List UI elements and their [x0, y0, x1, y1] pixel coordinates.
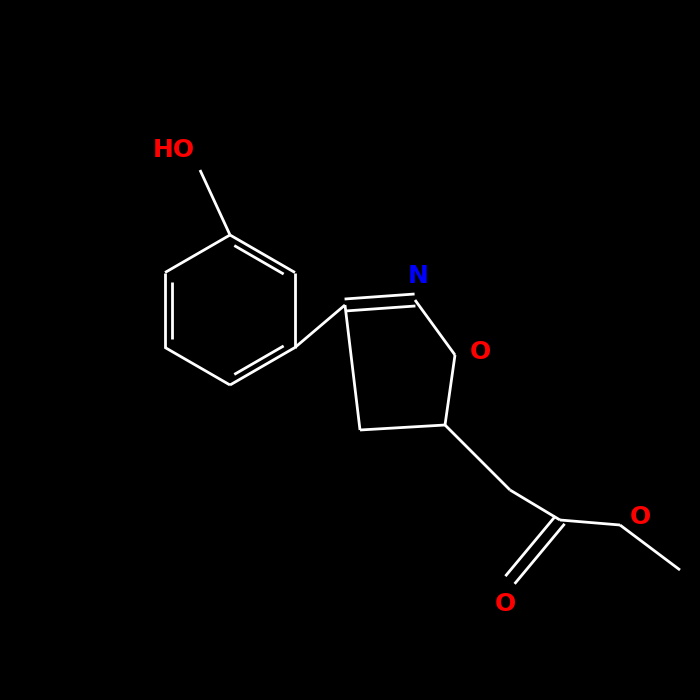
Text: O: O	[494, 592, 516, 616]
Text: HO: HO	[153, 138, 195, 162]
Text: N: N	[407, 264, 428, 288]
Text: O: O	[630, 505, 651, 529]
Text: O: O	[470, 340, 491, 364]
